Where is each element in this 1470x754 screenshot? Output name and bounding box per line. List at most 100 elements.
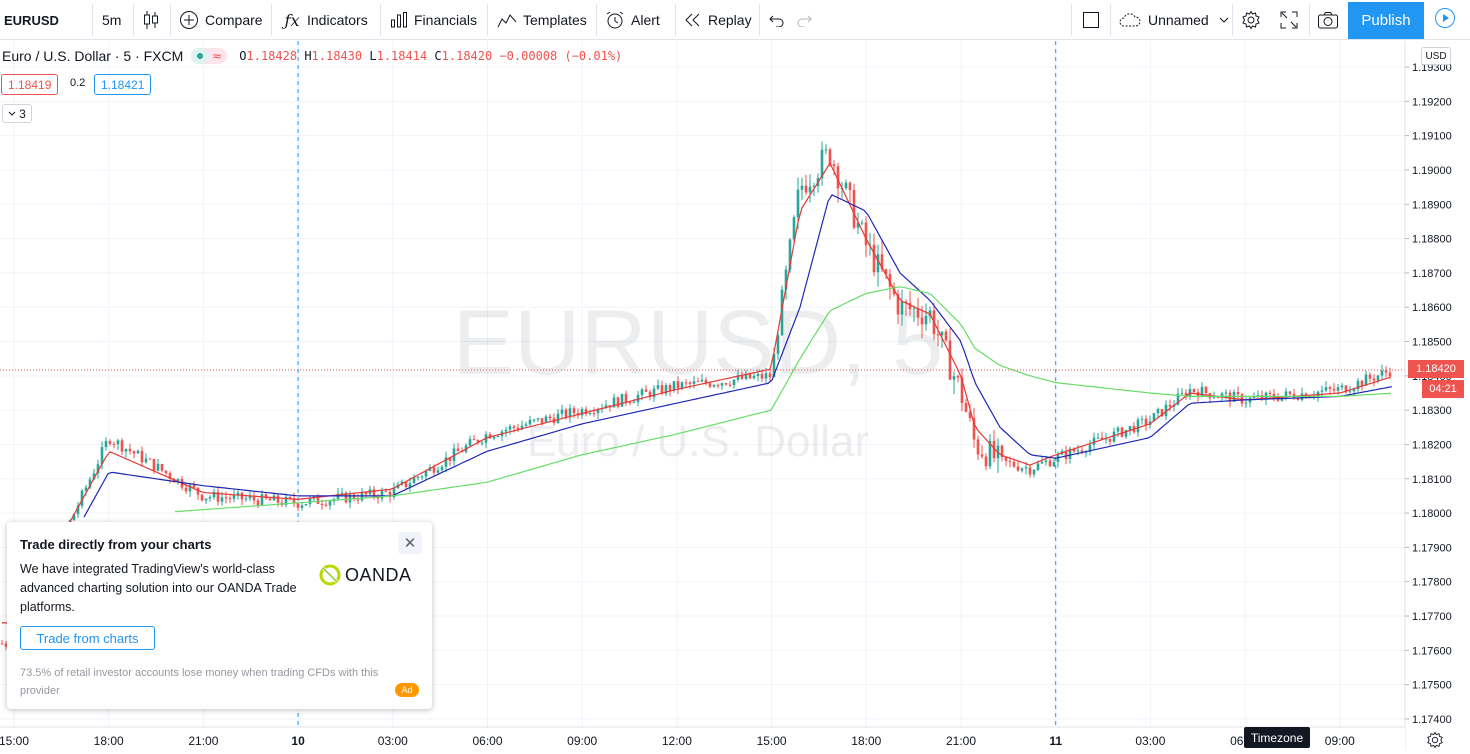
candle — [964, 398, 968, 413]
candle — [248, 491, 252, 502]
candle-body — [604, 405, 608, 409]
candle-body — [408, 483, 412, 488]
symbol-search-button[interactable]: EURUSD — [4, 0, 90, 40]
candle — [1372, 374, 1376, 387]
candle-body — [92, 473, 96, 480]
financials-button[interactable]: Financials — [390, 0, 477, 40]
settings-button[interactable] — [1241, 0, 1261, 40]
candle-body — [812, 186, 816, 188]
candle — [1296, 396, 1300, 401]
candle-body — [908, 302, 912, 310]
candle — [1148, 415, 1152, 429]
fullscreen-select-button[interactable] — [1082, 0, 1102, 40]
alert-button[interactable]: Alert — [605, 0, 660, 40]
fullscreen-button[interactable] — [1280, 0, 1300, 40]
indicators-toggle[interactable]: 3 — [2, 104, 32, 123]
buy-button[interactable]: 1.18421 — [94, 74, 152, 95]
candle — [128, 443, 132, 455]
candle-body — [132, 451, 136, 454]
ad-close-button[interactable]: ✕ — [398, 532, 422, 554]
candle — [1048, 456, 1052, 468]
publish-button[interactable]: Publish — [1348, 2, 1424, 39]
currency-label[interactable]: USD — [1421, 47, 1451, 65]
candle — [132, 450, 136, 459]
candle-body — [1124, 429, 1128, 437]
candle-body — [820, 149, 824, 178]
templates-button[interactable]: Templates — [497, 0, 587, 40]
price-tick-label: 1.18000 — [1412, 508, 1452, 520]
candle-body — [196, 487, 200, 495]
candle-body — [228, 498, 232, 500]
candle-body — [1024, 467, 1028, 469]
ma-fast-line — [2, 161, 1391, 624]
candle-body — [964, 403, 968, 412]
candle — [580, 406, 584, 419]
replay-button[interactable]: Replay — [684, 0, 752, 40]
bar-chart-icon — [390, 11, 408, 29]
price-tick-label: 1.18300 — [1412, 405, 1452, 417]
candle — [1132, 422, 1136, 434]
candle — [304, 503, 308, 506]
candle — [728, 381, 732, 388]
candle-body — [1176, 393, 1180, 405]
candle-body — [1192, 388, 1196, 392]
candle-body — [416, 477, 420, 478]
candle — [112, 441, 116, 449]
candle-body — [72, 514, 76, 521]
candle-body — [972, 418, 976, 440]
candle — [748, 373, 752, 380]
candle — [204, 498, 208, 504]
candle-body — [388, 491, 392, 498]
spread-value: 0.2 — [70, 77, 86, 89]
candle-body — [128, 448, 132, 452]
buy-price: 1.18421 — [101, 77, 145, 92]
candle-body — [532, 419, 536, 421]
candle-body — [4, 643, 8, 647]
sell-button[interactable]: 1.18419 — [1, 74, 59, 95]
alert-label: Alert — [631, 12, 660, 28]
candle — [360, 488, 364, 503]
candle — [908, 290, 912, 316]
layout-menu-button[interactable]: Unnamed — [1118, 0, 1235, 40]
candle-body — [304, 503, 308, 506]
current-price-label: 1.18420 — [1408, 360, 1464, 378]
candle — [96, 459, 100, 479]
indicators-count: 3 — [19, 106, 26, 121]
candle-body — [620, 393, 624, 407]
candle — [468, 435, 472, 447]
candle — [824, 144, 828, 155]
play-button[interactable] — [1428, 2, 1462, 39]
candle — [776, 331, 780, 360]
compare-button[interactable]: Compare — [179, 0, 263, 40]
time-axis-bg — [0, 727, 1405, 750]
candle-body — [1088, 444, 1092, 452]
chart-type-button[interactable] — [142, 0, 162, 40]
trade-from-charts-button[interactable]: Trade from charts — [20, 626, 155, 650]
interval-button[interactable]: 5m — [102, 0, 132, 40]
candle-body — [244, 498, 248, 500]
candle — [972, 407, 976, 448]
undo-button[interactable] — [767, 0, 787, 40]
candle — [1144, 415, 1148, 432]
price-chart[interactable]: EURUSD, 5 Euro / U.S. Dollar 1.193001.19… — [0, 41, 1470, 750]
candle — [1156, 407, 1160, 418]
candle — [1384, 366, 1388, 378]
price-axis-ticks: 1.19300 1.19200 1.19100 1.19000 1.18900 1.188… — [1405, 62, 1452, 726]
candle-body — [176, 478, 180, 483]
candle — [500, 429, 504, 442]
candle-body — [632, 401, 636, 403]
legend-title[interactable]: Euro / U.S. Dollar · 5 · FXCM — [2, 48, 184, 64]
candle — [1116, 426, 1120, 438]
chart-settings-button[interactable] — [1426, 731, 1444, 749]
redo-button[interactable] — [796, 0, 816, 40]
candle — [856, 212, 860, 235]
candle-body — [496, 436, 500, 438]
candle-body — [1180, 392, 1184, 394]
timezone-button[interactable]: Timezone — [1244, 727, 1310, 748]
snapshot-button[interactable] — [1317, 0, 1341, 40]
candle — [212, 488, 216, 500]
candle — [104, 437, 108, 451]
candle-body — [276, 495, 280, 503]
indicators-button[interactable]: ƒx Indicators — [283, 0, 368, 40]
candle — [404, 481, 408, 490]
